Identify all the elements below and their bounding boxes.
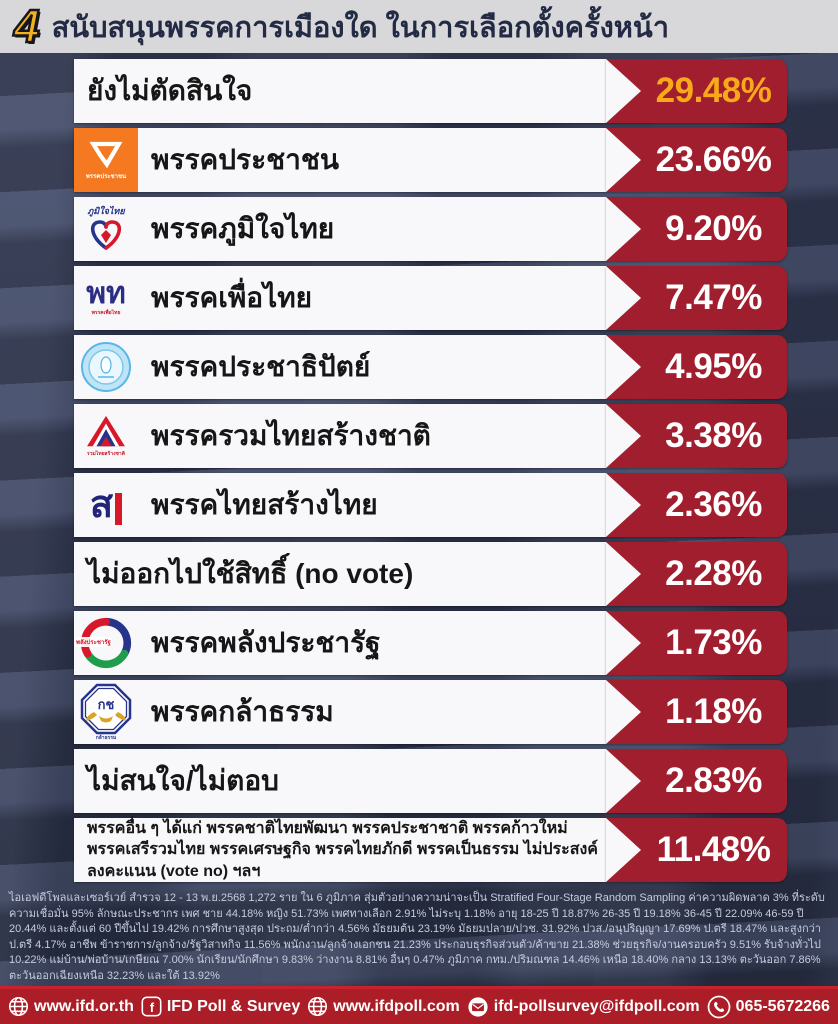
poll-row: ยังไม่ตัดสินใจ 29.48% (74, 59, 787, 123)
poll-row: สพรรคไทยสร้างไทย 2.36% (74, 473, 787, 537)
answer-bar: ยังไม่ตัดสินใจ (74, 59, 641, 123)
contact-label: www.ifd.or.th (34, 997, 134, 1015)
poll-row: ไม่ออกไปใช้สิทธิ์ (no vote) 2.28% (74, 542, 787, 606)
poll-row: พรรคประชาชน พรรคประชาชน 23.66% (74, 128, 787, 192)
answer-label: ยังไม่ตัดสินใจ (87, 75, 253, 107)
globe-icon (307, 996, 328, 1017)
answer-label: ไม่ออกไปใช้สิทธิ์ (no vote) (87, 558, 414, 590)
poll-row: รวมไทยสร้างชาติ พรรครวมไทยสร้างชาติ 3.38% (74, 404, 787, 468)
peoples-party-logo: พรรคประชาชน (74, 128, 138, 192)
contact-item[interactable]: 065-5672266 (707, 995, 830, 1019)
answer-bar: พรรคประชาชน พรรคประชาชน (74, 128, 641, 192)
answer-bar: พลังประชารัฐ พรรคพลังประชารัฐ (74, 611, 641, 675)
contact-label: IFD Poll & Survey (166, 997, 301, 1015)
answer-bar: กช กล้าธรรม พรรคกล้าธรรม (74, 680, 641, 744)
poll-row: กช กล้าธรรม พรรคกล้าธรรม 1.18% (74, 680, 787, 744)
phone-icon (707, 995, 731, 1019)
answer-label: พรรคเพื่อไทย (151, 282, 313, 314)
answer-bar: รวมไทยสร้างชาติ พรรครวมไทยสร้างชาติ (74, 404, 641, 468)
contact-label: 065-5672266 (735, 997, 830, 1015)
contact-footer: www.ifd.or.th f IFD Poll & Survey www.ifdpo… (0, 986, 838, 1024)
answer-label: พรรครวมไทยสร้างชาติ (151, 420, 431, 452)
palang-pracharath-logo: พลังประชารัฐ (74, 611, 138, 675)
svg-text:กช: กช (98, 697, 115, 712)
contact-item[interactable]: f IFD Poll & Survey (141, 996, 300, 1017)
question-number: 4 (13, 0, 41, 52)
kla-tham-logo: กช กล้าธรรม (74, 680, 138, 744)
contact-label: ifd-pollsurvey@ifdpoll.com (493, 997, 700, 1015)
answer-label: พรรคกล้าธรรม (151, 696, 334, 728)
democrat-logo (74, 335, 138, 399)
email-icon (467, 996, 489, 1018)
answer-bar: ส พรรคไทยสร้างไทย (74, 473, 641, 537)
poll-row: พรรคอื่น ๆ ได้แก่ พรรคชาติไทยพัฒนา พรรคป… (74, 818, 787, 882)
answer-label: พรรคพลังประชารัฐ (151, 627, 381, 659)
contact-item[interactable]: www.ifdpoll.com (307, 996, 460, 1017)
facebook-icon: f (141, 996, 162, 1017)
contact-item[interactable]: ifd-pollsurvey@ifdpoll.com (467, 996, 700, 1018)
answer-label: พรรคอื่น ๆ ได้แก่ พรรคชาติไทยพัฒนา พรรคป… (87, 820, 598, 880)
united-thai-nation-logo: รวมไทยสร้างชาติ (74, 404, 138, 468)
question-title: สนับสนุนพรรคการเมืองใด ในการเลือกตั้งครั… (51, 11, 670, 44)
answer-bar: พท พรรคเพื่อไทย พรรคเพื่อไทย (74, 266, 641, 330)
answer-bar: พรรคอื่น ๆ ได้แก่ พรรคชาติไทยพัฒนา พรรคป… (74, 818, 641, 882)
poll-row: ภูมิใจไทย พรรคภูมิใจไทย 9.20% (74, 197, 787, 261)
poll-row: พท พรรคเพื่อไทย พรรคเพื่อไทย 7.47% (74, 266, 787, 330)
answer-bar: ภูมิใจไทย พรรคภูมิใจไทย (74, 197, 641, 261)
svg-text:f: f (150, 1000, 155, 1015)
answer-label: พรรคภูมิใจไทย (151, 213, 335, 245)
contact-label: www.ifdpoll.com (333, 997, 460, 1015)
thai-sang-thai-logo: ส (74, 473, 138, 537)
bhumjaithai-logo: ภูมิใจไทย (74, 197, 138, 261)
answer-label: ไม่สนใจ/ไม่ตอบ (87, 765, 279, 797)
poll-rows: ยังไม่ตัดสินใจ 29.48% พรรคประชาชน พรรคประชา… (74, 59, 787, 887)
contact-item[interactable]: www.ifd.or.th (8, 996, 134, 1017)
poll-row: พรรคประชาธิปัตย์ 4.95% (74, 335, 787, 399)
poll-row: ไม่สนใจ/ไม่ตอบ 2.83% (74, 749, 787, 813)
question-header: 4 สนับสนุนพรรคการเมืองใด ในการเลือกตั้งค… (0, 0, 838, 53)
answer-bar: พรรคประชาธิปัตย์ (74, 335, 641, 399)
answer-label: พรรคไทยสร้างไทย (151, 489, 378, 521)
globe-icon (8, 996, 29, 1017)
poll-row: พลังประชารัฐ พรรคพลังประชารัฐ 1.73% (74, 611, 787, 675)
answer-bar: ไม่สนใจ/ไม่ตอบ (74, 749, 641, 813)
answer-label: พรรคประชาธิปัตย์ (151, 351, 371, 383)
answer-label: พรรคประชาชน (151, 144, 339, 176)
methodology-text: ไอเอฟดีโพลและเซอร์เวย์ สำรวจ 12 - 13 พ.ย… (9, 892, 825, 983)
pheu-thai-logo: พท พรรคเพื่อไทย (86, 277, 126, 317)
answer-bar: ไม่ออกไปใช้สิทธิ์ (no vote) (74, 542, 641, 606)
